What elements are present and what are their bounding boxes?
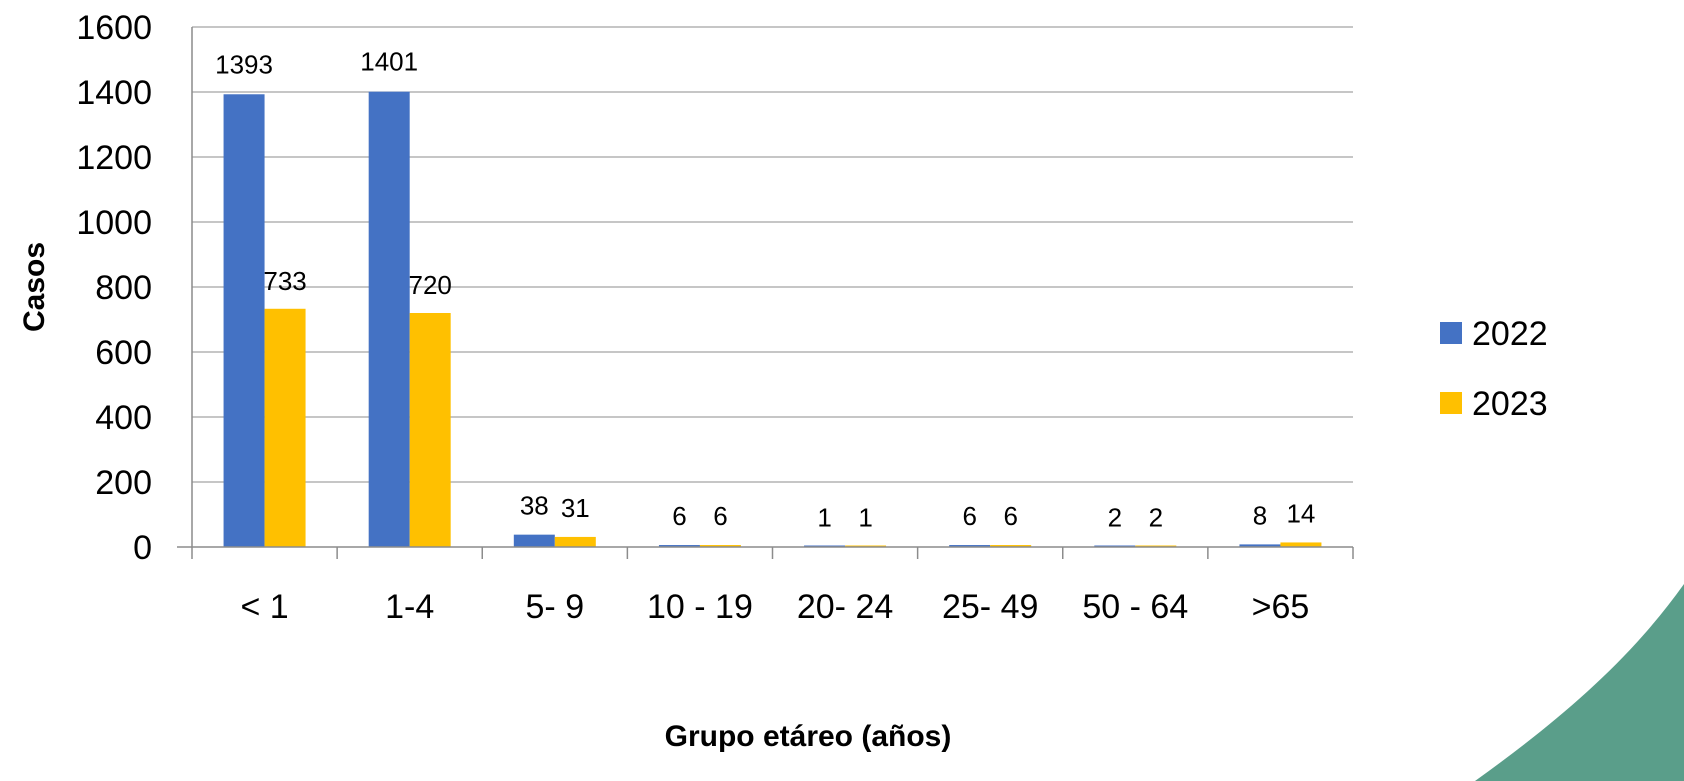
- x-tick-labels: < 1 1-4 5- 9 10 - 19 20- 24 25- 49 50 - 64 >65: [240, 588, 1309, 626]
- y-tick-label: 800: [95, 269, 152, 307]
- x-tick-label: 20- 24: [797, 588, 893, 626]
- y-tick-label: 1400: [76, 74, 152, 112]
- x-tick-label: 50 - 64: [1082, 588, 1188, 626]
- data-label-2022: 2: [1108, 502, 1122, 532]
- x-tick-label: 5- 9: [526, 588, 585, 626]
- corner-decoration: [1475, 584, 1684, 781]
- bar-2023: [264, 308, 306, 547]
- y-tick-label: 0: [133, 529, 152, 567]
- data-label-2023: 31: [561, 493, 590, 523]
- data-label-2023: 733: [263, 266, 306, 296]
- bar-2023: [1280, 542, 1322, 547]
- data-label-2023: 6: [1003, 501, 1017, 531]
- data-label-2022: 6: [962, 501, 976, 531]
- bar-2022: [658, 545, 700, 547]
- data-label-2023: 14: [1286, 498, 1315, 528]
- data-label-2023: 1: [858, 503, 872, 533]
- x-axis-title: Grupo etáreo (años): [665, 720, 952, 753]
- x-tick-label: >65: [1252, 588, 1310, 626]
- data-label-2022: 38: [520, 491, 549, 521]
- bar-2022: [1239, 544, 1281, 547]
- legend-label-2022: 2022: [1472, 315, 1548, 353]
- y-tick-label: 400: [95, 399, 152, 437]
- y-tick-label: 1200: [76, 139, 152, 177]
- bar-2023: [699, 545, 741, 547]
- bar-2022: [368, 91, 410, 548]
- legend-swatch-2022: [1440, 322, 1462, 344]
- bar-2023: [409, 313, 451, 547]
- axes: [177, 27, 1354, 559]
- bar-2023: [554, 536, 596, 547]
- x-tick-label: < 1: [240, 588, 288, 626]
- data-label-2022: 1393: [215, 49, 273, 79]
- legend: 2022 2023: [1440, 315, 1548, 423]
- y-tick-label: 600: [95, 334, 152, 372]
- data-label-2022: 1: [817, 503, 831, 533]
- data-label-2023: 6: [713, 501, 727, 531]
- legend-label-2023: 2023: [1472, 385, 1548, 423]
- gridlines: [192, 26, 1353, 483]
- y-tick-label: 1600: [76, 9, 152, 47]
- bar-2022: [513, 534, 555, 547]
- data-label-2023: 2: [1149, 502, 1163, 532]
- data-label-2022: 6: [672, 501, 686, 531]
- y-tick-label: 1000: [76, 204, 152, 242]
- bar-2022: [223, 94, 265, 548]
- y-axis-title: Casos: [18, 242, 51, 332]
- data-label-2023: 720: [408, 270, 451, 300]
- y-tick-labels: 0 200 400 600 800 1000 1200 1400 1600: [76, 9, 152, 567]
- data-label-2022: 1401: [360, 47, 418, 77]
- bars: [223, 91, 1322, 548]
- data-label-2022: 8: [1253, 500, 1267, 530]
- x-tick-label: 10 - 19: [647, 588, 753, 626]
- bar-2022: [949, 545, 991, 547]
- y-tick-label: 200: [95, 464, 152, 502]
- legend-swatch-2023: [1440, 392, 1462, 414]
- bar-2023: [990, 545, 1032, 547]
- corner-decoration-shape: [1475, 584, 1684, 781]
- x-tick-label: 1-4: [385, 588, 434, 626]
- x-tick-label: 25- 49: [942, 588, 1038, 626]
